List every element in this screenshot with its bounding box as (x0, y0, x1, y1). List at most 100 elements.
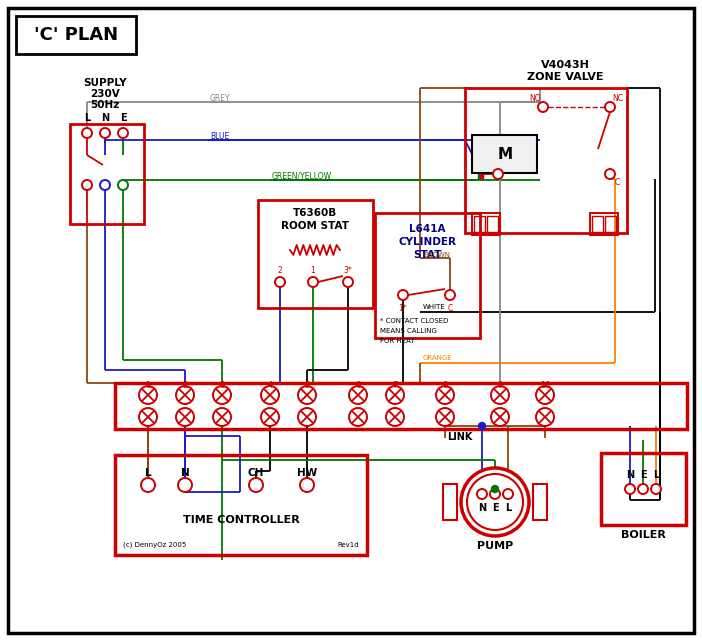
Circle shape (386, 408, 404, 426)
Text: L: L (145, 468, 152, 478)
Text: BOILER: BOILER (621, 530, 665, 540)
Circle shape (118, 180, 128, 190)
Bar (472, 135, 537, 173)
Circle shape (300, 478, 314, 492)
Text: M: M (498, 147, 512, 162)
Circle shape (445, 290, 455, 300)
Circle shape (100, 180, 110, 190)
Text: N: N (180, 468, 190, 478)
Text: 1*: 1* (399, 303, 407, 313)
Circle shape (139, 408, 157, 426)
Circle shape (139, 386, 157, 404)
Circle shape (479, 422, 486, 429)
Bar (70, 124, 144, 224)
Circle shape (249, 478, 263, 492)
Bar (115, 455, 367, 555)
Text: 10: 10 (540, 381, 550, 390)
Text: ORANGE: ORANGE (423, 355, 453, 361)
Circle shape (638, 484, 648, 494)
Circle shape (213, 386, 231, 404)
Bar (472, 213, 500, 235)
Text: 'C' PLAN: 'C' PLAN (34, 26, 118, 44)
Text: ZONE VALVE: ZONE VALVE (526, 72, 603, 82)
Bar (465, 88, 627, 233)
Text: 4: 4 (267, 381, 272, 390)
Circle shape (261, 408, 279, 426)
Bar (533, 484, 547, 520)
Circle shape (349, 386, 367, 404)
Text: V4043H: V4043H (541, 60, 590, 70)
Text: N: N (626, 470, 634, 480)
Bar (590, 213, 618, 235)
Bar (16, 16, 136, 54)
Circle shape (100, 128, 110, 138)
Text: STAT: STAT (413, 250, 442, 260)
Text: L641A: L641A (409, 224, 445, 234)
Bar (258, 200, 373, 308)
Text: 7: 7 (392, 381, 398, 390)
Text: * CONTACT CLOSED: * CONTACT CLOSED (380, 318, 449, 324)
Text: HW: HW (297, 468, 317, 478)
Bar (592, 216, 603, 232)
Text: 230V: 230V (90, 89, 120, 99)
Bar (605, 216, 616, 232)
Text: SUPPLY: SUPPLY (84, 78, 127, 88)
Text: N: N (478, 503, 486, 513)
Circle shape (398, 290, 408, 300)
Text: WHITE: WHITE (423, 304, 446, 310)
Circle shape (538, 102, 548, 112)
Text: T6360B: T6360B (293, 208, 337, 218)
Circle shape (275, 277, 285, 287)
Circle shape (82, 128, 92, 138)
Text: 5: 5 (305, 381, 310, 390)
Circle shape (605, 169, 615, 179)
Text: 3: 3 (219, 381, 225, 390)
Text: BLUE: BLUE (210, 131, 230, 140)
Text: L: L (653, 470, 659, 480)
Circle shape (213, 408, 231, 426)
Text: ROOM STAT: ROOM STAT (281, 221, 349, 231)
Text: C: C (615, 178, 621, 187)
Text: GREY: GREY (210, 94, 231, 103)
Text: E: E (119, 113, 126, 123)
Text: 2: 2 (183, 381, 187, 390)
Circle shape (491, 386, 509, 404)
Text: E: E (491, 503, 498, 513)
Text: L: L (84, 113, 90, 123)
Bar (443, 484, 457, 520)
Bar (474, 216, 485, 232)
Text: 1: 1 (145, 381, 151, 390)
Bar (601, 453, 686, 525)
Text: MEANS CALLING: MEANS CALLING (380, 328, 437, 334)
Circle shape (141, 478, 155, 492)
Text: NO: NO (529, 94, 541, 103)
Circle shape (436, 408, 454, 426)
Text: 8: 8 (442, 381, 448, 390)
Ellipse shape (467, 474, 523, 530)
Circle shape (536, 408, 554, 426)
Circle shape (176, 408, 194, 426)
Circle shape (261, 386, 279, 404)
Text: 9: 9 (498, 381, 503, 390)
Circle shape (493, 169, 503, 179)
Text: TIME CONTROLLER: TIME CONTROLLER (183, 515, 299, 525)
Circle shape (436, 386, 454, 404)
Circle shape (491, 408, 509, 426)
Text: (c) DennyOz 2005: (c) DennyOz 2005 (123, 542, 186, 548)
Circle shape (82, 180, 92, 190)
Text: CYLINDER: CYLINDER (398, 237, 456, 247)
Text: NC: NC (612, 94, 623, 103)
Bar (375, 213, 480, 338)
Bar (115, 383, 687, 429)
Text: PUMP: PUMP (477, 541, 513, 551)
Bar (487, 216, 498, 232)
Circle shape (176, 386, 194, 404)
Text: C: C (447, 303, 453, 313)
Circle shape (477, 489, 487, 499)
Circle shape (343, 277, 353, 287)
Circle shape (491, 485, 498, 492)
Text: 3*: 3* (343, 265, 352, 274)
Text: E: E (640, 470, 647, 480)
Text: CH: CH (248, 468, 264, 478)
Text: N: N (101, 113, 109, 123)
